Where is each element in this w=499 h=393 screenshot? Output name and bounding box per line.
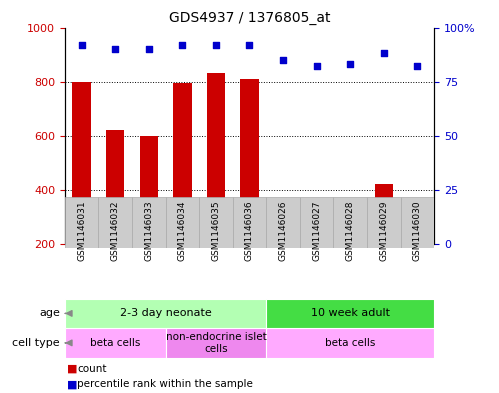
Bar bbox=[65, 196, 98, 248]
Point bbox=[380, 50, 388, 57]
Bar bbox=[307, 218, 326, 244]
Text: GSM1146027: GSM1146027 bbox=[312, 200, 321, 261]
Bar bbox=[375, 184, 393, 244]
Text: cell type: cell type bbox=[12, 338, 60, 348]
Point bbox=[279, 57, 287, 63]
Text: ■: ■ bbox=[67, 364, 78, 374]
Bar bbox=[367, 196, 401, 248]
Text: percentile rank within the sample: percentile rank within the sample bbox=[77, 379, 253, 389]
Point bbox=[145, 46, 153, 52]
Bar bbox=[65, 299, 266, 328]
Bar bbox=[300, 196, 333, 248]
Text: GSM1146030: GSM1146030 bbox=[413, 200, 422, 261]
Text: ■: ■ bbox=[67, 379, 78, 389]
Text: GSM1146036: GSM1146036 bbox=[245, 200, 254, 261]
Point bbox=[413, 63, 421, 70]
Bar bbox=[166, 196, 199, 248]
Point bbox=[78, 42, 86, 48]
Bar bbox=[140, 136, 158, 244]
Bar bbox=[166, 328, 266, 358]
Title: GDS4937 / 1376805_at: GDS4937 / 1376805_at bbox=[169, 11, 330, 25]
Point bbox=[313, 63, 321, 70]
Text: GSM1146029: GSM1146029 bbox=[379, 200, 388, 261]
Point bbox=[212, 42, 220, 48]
Bar bbox=[106, 130, 124, 244]
Text: GSM1146035: GSM1146035 bbox=[212, 200, 221, 261]
Bar bbox=[65, 328, 166, 358]
Bar bbox=[401, 196, 434, 248]
Text: GSM1146032: GSM1146032 bbox=[111, 200, 120, 261]
Text: GSM1146028: GSM1146028 bbox=[346, 200, 355, 261]
Bar bbox=[408, 219, 427, 244]
Bar bbox=[72, 81, 91, 244]
Text: 10 week adult: 10 week adult bbox=[311, 309, 390, 318]
Bar bbox=[199, 196, 233, 248]
Bar bbox=[341, 204, 359, 244]
Bar bbox=[233, 196, 266, 248]
Text: GSM1146033: GSM1146033 bbox=[144, 200, 153, 261]
Text: beta cells: beta cells bbox=[325, 338, 375, 348]
Bar bbox=[132, 196, 166, 248]
Bar bbox=[266, 328, 434, 358]
Text: non-endocrine islet
cells: non-endocrine islet cells bbox=[166, 332, 266, 354]
Bar bbox=[98, 196, 132, 248]
Text: beta cells: beta cells bbox=[90, 338, 140, 348]
Bar bbox=[266, 299, 434, 328]
Point bbox=[178, 42, 186, 48]
Text: GSM1146026: GSM1146026 bbox=[278, 200, 287, 261]
Bar bbox=[333, 196, 367, 248]
Point bbox=[346, 61, 354, 67]
Text: GSM1146031: GSM1146031 bbox=[77, 200, 86, 261]
Text: age: age bbox=[39, 309, 60, 318]
Bar bbox=[266, 196, 300, 248]
Bar bbox=[173, 83, 192, 244]
Text: count: count bbox=[77, 364, 107, 374]
Point bbox=[111, 46, 119, 52]
Point bbox=[246, 42, 253, 48]
Bar bbox=[274, 198, 292, 244]
Text: 2-3 day neonate: 2-3 day neonate bbox=[120, 309, 212, 318]
Text: GSM1146034: GSM1146034 bbox=[178, 200, 187, 261]
Bar bbox=[207, 73, 225, 244]
Bar bbox=[240, 79, 258, 244]
